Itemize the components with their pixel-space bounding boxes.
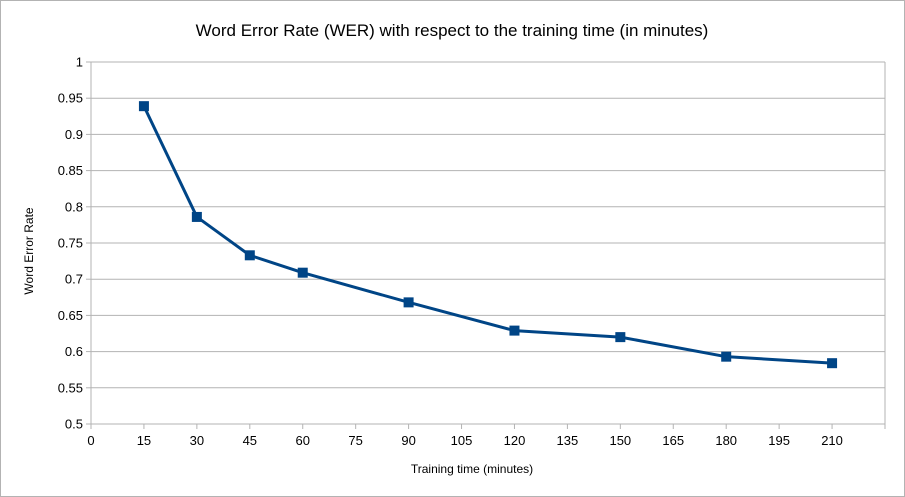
- x-axis-label: Training time (minutes): [411, 462, 533, 476]
- gridlines: [91, 61, 885, 389]
- x-tick-label: 75: [348, 433, 362, 448]
- x-tick-labels: 0 15 30 45 60 75 90 105 120 135 150 165 180 195 210: [87, 433, 843, 448]
- y-tick-label: 0.85: [58, 163, 83, 178]
- x-tick-label: 90: [401, 433, 415, 448]
- x-tick-label: 120: [504, 433, 526, 448]
- x-tick-label: 180: [715, 433, 737, 448]
- y-tick-label: 0.95: [58, 91, 83, 106]
- y-tick-label: 0.8: [65, 199, 83, 214]
- y-tick-label: 0.9: [65, 127, 83, 142]
- data-point-marker: [138, 101, 149, 112]
- chart-title: Word Error Rate (WER) with respect to th…: [196, 21, 709, 40]
- data-point-marker: [244, 250, 255, 261]
- x-tick-label: 60: [295, 433, 309, 448]
- x-tick-label: 15: [137, 433, 151, 448]
- data-point-marker: [827, 358, 838, 369]
- series-group: [138, 101, 838, 369]
- data-point-marker: [721, 351, 732, 362]
- y-tick-label: 1: [76, 55, 83, 70]
- data-point-marker: [403, 297, 414, 308]
- x-tick-label: 210: [821, 433, 843, 448]
- data-point-marker: [509, 325, 520, 336]
- data-point-marker: [615, 332, 626, 343]
- data-point-marker: [297, 267, 308, 278]
- x-tick-label: 165: [662, 433, 684, 448]
- x-tick-label: 150: [609, 433, 631, 448]
- series-line: [142, 105, 833, 365]
- x-tick-label: 0: [87, 433, 94, 448]
- x-tick-label: 30: [190, 433, 204, 448]
- axes: [86, 61, 886, 429]
- y-tick-label: 0.65: [58, 308, 83, 323]
- y-tick-label: 0.7: [65, 272, 83, 287]
- y-tick-label: 0.75: [58, 236, 83, 251]
- x-tick-label: 105: [451, 433, 473, 448]
- y-tick-label: 0.55: [58, 380, 83, 395]
- y-tick-label: 0.6: [65, 344, 83, 359]
- y-tick-label: 0.5: [65, 417, 83, 432]
- data-point-marker: [191, 211, 202, 222]
- x-tick-label: 195: [768, 433, 790, 448]
- x-tick-label: 135: [557, 433, 579, 448]
- y-tick-labels: 0.5 0.55 0.6 0.65 0.7 0.75 0.8 0.85 0.9 0.95 1: [58, 55, 83, 432]
- y-axis-label: Word Error Rate: [22, 207, 36, 294]
- x-tick-label: 45: [243, 433, 257, 448]
